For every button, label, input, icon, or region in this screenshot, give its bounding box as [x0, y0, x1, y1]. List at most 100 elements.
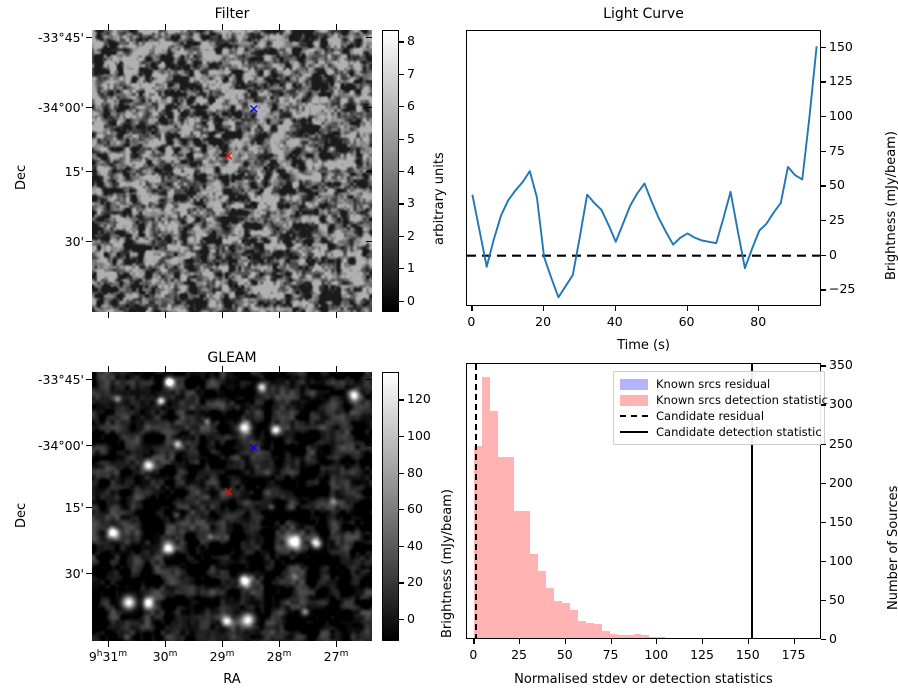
- red-cross: ✕: [222, 485, 234, 501]
- histogram-xtick-label: 150: [735, 647, 760, 662]
- colorbar-tick-mark: [399, 436, 404, 438]
- colorbar-tick-label: 0: [407, 611, 415, 627]
- histogram-bar: [538, 571, 546, 638]
- histogram-bar: [474, 446, 483, 638]
- histogram-bar: [657, 636, 666, 638]
- histogram-xtick-label: 125: [690, 647, 714, 662]
- legend-label: Known srcs detection statistic: [656, 393, 828, 407]
- histogram-vline-candidate-residual: [475, 364, 478, 638]
- legend-swatch-known-srcs-residual: [620, 378, 648, 390]
- light-curve-ytick-mark: [821, 46, 826, 48]
- light-curve-ytick-mark: [821, 150, 826, 152]
- histogram-bar: [649, 636, 658, 638]
- histogram-ytick-label: 300: [829, 396, 853, 412]
- light-curve-ytick-label: 0: [829, 246, 837, 262]
- light-curve-xtick-label: 80: [750, 314, 767, 329]
- histogram-bar: [561, 603, 570, 638]
- gleam-ytick-mark-right: [366, 507, 372, 509]
- histogram-xlabel: Normalised stdev or detection statistics: [514, 672, 773, 687]
- gleam-xtick-label: 30m: [152, 649, 178, 665]
- filter-ytick-mark: [86, 171, 92, 173]
- histogram-bar: [545, 587, 554, 638]
- legend-label: Candidate detection statistic: [656, 425, 822, 439]
- colorbar-tick-mark: [399, 300, 404, 302]
- filter-ytick-mark-right: [366, 171, 372, 173]
- gleam-xtick-mark-top: [279, 366, 281, 372]
- light-curve-ytick-label: 50: [829, 177, 845, 193]
- histogram-bar: [530, 554, 538, 638]
- colorbar-tick-label: 7: [407, 65, 415, 81]
- gleam-xtick-mark-top: [336, 366, 338, 372]
- gleam-xtick-label: 9h31m: [88, 649, 128, 665]
- colorbar-tick-mark: [399, 472, 404, 474]
- histogram-ytick-label: 50: [829, 591, 845, 607]
- colorbar-tick-label: 5: [407, 130, 415, 146]
- filter-ytick-mark: [86, 107, 92, 109]
- light-curve-ytick-mark: [821, 185, 826, 187]
- histogram-bar: [569, 610, 578, 638]
- colorbar-tick-label: 2: [407, 227, 415, 243]
- histogram-legend: Known srcs residual Known srcs detection…: [613, 371, 828, 445]
- histogram-ytick-label: 150: [829, 513, 853, 529]
- histogram-ytick-mark: [821, 365, 826, 367]
- histogram-ytick-mark: [821, 639, 826, 641]
- filter-xtick-mark-top: [336, 24, 338, 30]
- histogram-xtick-label: 175: [781, 647, 806, 662]
- gleam-xtick-label: 29m: [209, 649, 235, 665]
- light-curve-ytick-label: 25: [829, 212, 845, 227]
- colorbar-tick-mark: [399, 235, 404, 237]
- histogram-ytick-mark: [821, 560, 826, 562]
- colorbar-tick-mark: [399, 399, 404, 401]
- histogram-xtick-mark: [747, 639, 749, 644]
- histogram-bar: [617, 634, 626, 638]
- colorbar-tick-mark: [399, 138, 404, 140]
- filter-xtick-mark: [336, 312, 338, 318]
- filter-ytick-3: 30': [64, 234, 84, 249]
- filter-xtick-mark-top: [165, 24, 167, 30]
- legend-item-known-srcs-detection-statistic: Known srcs detection statistic: [620, 392, 828, 408]
- colorbar-tick-mark: [399, 106, 404, 108]
- gleam-title: GLEAM: [207, 350, 257, 366]
- light-curve-xtick-mark: [543, 306, 545, 311]
- gleam-ytick-2: 15': [64, 500, 84, 515]
- histogram-xtick-mark: [564, 639, 566, 644]
- histogram-ytick-mark: [821, 404, 826, 406]
- histogram-bar: [482, 377, 491, 638]
- histogram-bar: [609, 633, 618, 638]
- histogram-ylabel: Number of Sources: [886, 485, 898, 610]
- light-curve-ytick-mark: [821, 289, 826, 291]
- histogram-ytick-mark: [821, 482, 826, 484]
- filter-title: Filter: [214, 6, 250, 22]
- light-curve-ytick-mark: [821, 220, 826, 222]
- light-curve-xtick-mark: [686, 306, 688, 311]
- filter-ytick-mark-right: [366, 241, 372, 243]
- light-curve-xtick-label: 60: [678, 314, 695, 329]
- gleam-xtick-label: 27m: [323, 649, 349, 665]
- colorbar-tick-label: 6: [407, 98, 415, 114]
- legend-line-candidate-residual: [620, 415, 648, 417]
- gleam-xtick-label: 28m: [266, 649, 292, 665]
- filter-colorbar-label: arbitrary units: [432, 152, 447, 245]
- colorbar-tick-mark: [399, 619, 404, 621]
- gleam-xtick-mark: [108, 641, 110, 647]
- histogram-bar: [553, 600, 562, 638]
- legend-label: Known srcs residual: [656, 377, 771, 391]
- gleam-xtick-mark: [165, 641, 167, 647]
- legend-swatch-known-srcs-detection-statistic: [620, 394, 648, 406]
- colorbar-tick-label: 120: [407, 391, 431, 407]
- filter-xtick-mark-top: [279, 24, 281, 30]
- light-curve-xtick-mark: [758, 306, 760, 311]
- light-curve-title: Light Curve: [603, 6, 684, 22]
- histogram-xtick-label: 50: [556, 647, 573, 662]
- blue-cross: ✕: [248, 441, 260, 457]
- colorbar-tick-mark: [399, 268, 404, 270]
- filter-xtick-mark-top: [222, 24, 224, 30]
- light-curve-xtick-mark: [614, 306, 616, 311]
- gleam-ytick-mark: [86, 445, 92, 447]
- gleam-ytick-0: -33°45': [37, 372, 84, 387]
- histogram-ytick-label: 200: [829, 474, 853, 490]
- gleam-colorbar-label: Brightness (mJy/beam): [440, 489, 455, 638]
- gleam-xtick-mark: [222, 641, 224, 647]
- gleam-xtick-mark-top: [165, 366, 167, 372]
